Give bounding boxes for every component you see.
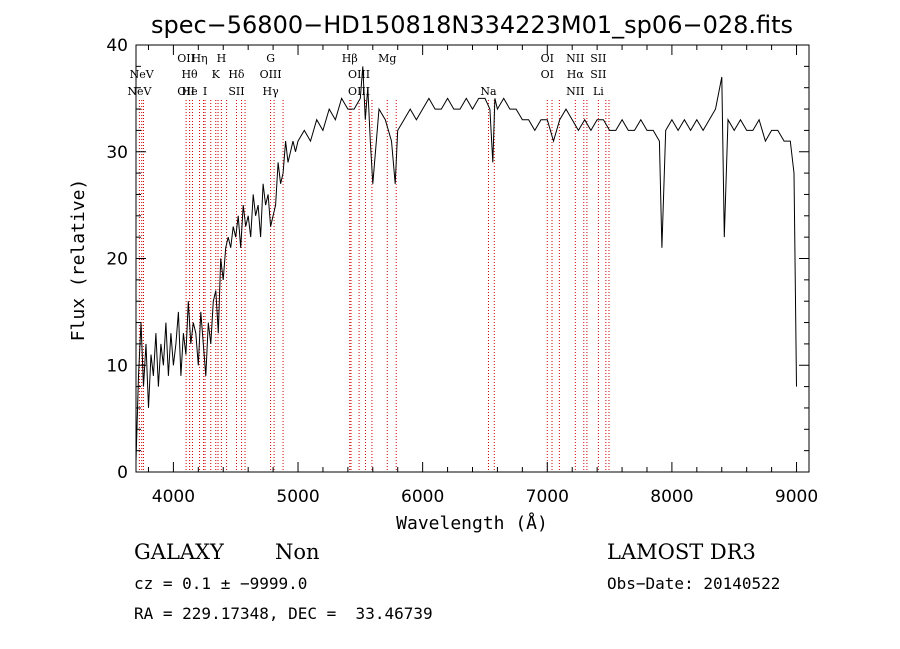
spectral-line-label: NeV xyxy=(127,85,152,98)
spectral-line-label: NeV xyxy=(130,68,155,81)
x-tick-label: 7000 xyxy=(526,487,569,507)
x-tick-label: 4000 xyxy=(152,487,195,507)
x-axis-label: Wavelength (Å) xyxy=(396,512,548,534)
spectral-line-label: Hα xyxy=(567,68,585,81)
y-tick-label: 40 xyxy=(106,36,128,56)
spectral-line-label: OIII xyxy=(348,68,370,81)
y-tick-label: 10 xyxy=(106,356,128,376)
spectral-line-label: G xyxy=(266,52,275,65)
survey-label: LAMOST DR3 xyxy=(607,540,756,564)
spectral-line-label: Li xyxy=(593,85,604,98)
spectral-line-label: SII xyxy=(590,52,606,65)
chart-title: spec−56800−HD150818N334223M01_sp06−028.f… xyxy=(151,11,793,39)
redshift-readout: cz = 0.1 ± −9999.0 xyxy=(134,574,308,593)
axis-ticks-layer: 4000 5000 6000 7000 8000 9000 0 10 20 30 40 xyxy=(106,36,818,507)
spectral-line-label: Hδ xyxy=(228,68,245,81)
spectral-line-label: OII xyxy=(177,85,195,98)
spectral-line-label: Hθ xyxy=(181,68,198,81)
spectral-line-label: SII xyxy=(228,85,244,98)
spectral-line-label: SII xyxy=(590,68,606,81)
spectral-line-label: I xyxy=(203,85,207,98)
spectral-line-label: OI xyxy=(541,68,554,81)
object-class-label: GALAXY xyxy=(134,540,224,564)
spectral-line-label: Mg xyxy=(378,52,396,65)
spectral-line-label: Hβ xyxy=(342,52,358,65)
coordinates-readout: RA = 229.17348, DEC = 33.46739 xyxy=(134,604,433,623)
spectral-line-label: Hη xyxy=(191,52,207,65)
spectral-line-label: OIII xyxy=(260,68,282,81)
spectral-line-label: Na xyxy=(480,85,497,98)
x-tick-label: 8000 xyxy=(650,487,693,507)
y-axis-label: Flux (relative) xyxy=(68,179,89,342)
spectral-line-label: He xyxy=(182,85,198,98)
spectral-line-label: OI xyxy=(541,52,554,65)
subclass-label: Non xyxy=(275,540,320,564)
x-tick-label: 5000 xyxy=(276,487,319,507)
obs-date-readout: Obs−Date: 20140522 xyxy=(607,574,781,593)
y-tick-label: 0 xyxy=(117,463,128,483)
spectrum-line xyxy=(135,66,797,462)
spectral-line-label: NII xyxy=(566,52,584,65)
spectral-line-label: NII xyxy=(566,85,584,98)
y-tick-label: 20 xyxy=(106,250,128,270)
spectral-line-label: Hγ xyxy=(263,85,280,98)
spectral-line-label: H xyxy=(217,52,227,65)
spectral-line-label: K xyxy=(212,68,221,81)
marker-lines-layer xyxy=(138,100,610,472)
x-tick-label: 6000 xyxy=(401,487,444,507)
y-tick-label: 30 xyxy=(106,143,128,163)
x-tick-label: 9000 xyxy=(775,487,818,507)
spectral-line-label: OII xyxy=(177,52,195,65)
